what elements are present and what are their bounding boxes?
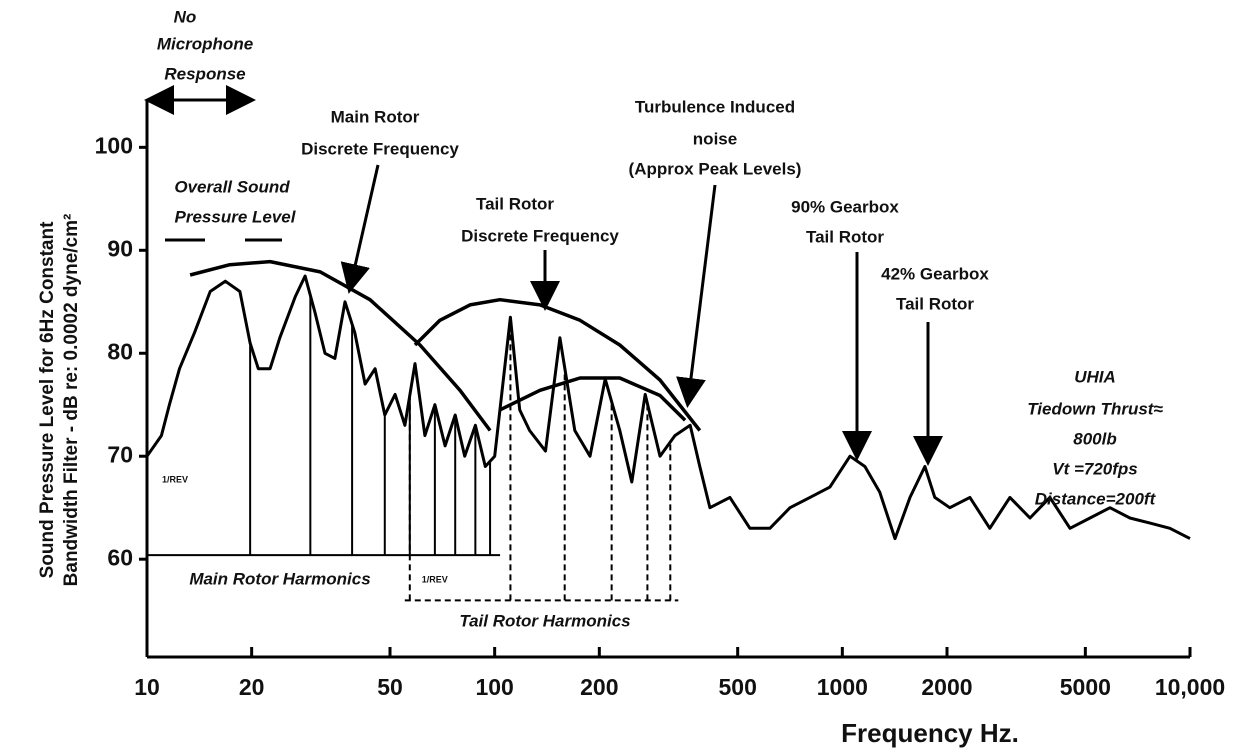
annotation: Tiedown Thrust≈ <box>1027 399 1163 418</box>
x-tick-label: 100 <box>475 674 513 700</box>
arrow <box>340 164 380 294</box>
annotation: (Approx Peak Levels) <box>629 159 802 178</box>
y-tick-label: 70 <box>107 441 133 467</box>
y-tick-label: 90 <box>107 235 133 261</box>
annotation: No <box>174 7 197 26</box>
x-tick-label: 20 <box>239 674 265 700</box>
annotation: Discrete Frequency <box>301 139 459 158</box>
x-tick-label: 200 <box>580 674 618 700</box>
annotation: Vt =720fps <box>1052 459 1138 478</box>
arrows <box>144 85 943 466</box>
envelope-line <box>189 259 492 432</box>
annotation: Tail Rotor <box>476 194 554 213</box>
annotation: UHIA <box>1074 367 1116 386</box>
harmonic-first: 1/REV <box>162 474 188 484</box>
annotation: Main Rotor <box>331 107 420 126</box>
annotation: noise <box>693 129 737 148</box>
annotation: Response <box>164 64 245 83</box>
envelope-line <box>499 376 687 422</box>
y-label-line: Sound Pressure Level for 6Hz Constant <box>37 221 58 579</box>
y-tick-label: 100 <box>95 132 133 158</box>
arrow <box>676 184 717 408</box>
harmonic-label: Tail Rotor Harmonics <box>459 611 630 630</box>
annotation: Discrete Frequency <box>461 226 619 245</box>
x-tick-label: 1000 <box>817 674 868 700</box>
annotation: Overall Sound <box>174 177 290 196</box>
x-tick-label: 2000 <box>921 674 972 700</box>
harmonic-first: 1/REV <box>422 575 448 585</box>
x-tick-label: 50 <box>377 674 403 700</box>
y-tick-label: 80 <box>107 338 133 364</box>
x-tick-label: 10,000 <box>1155 674 1225 700</box>
envelope-line <box>413 297 702 432</box>
annotation: Tail Rotor <box>806 227 884 246</box>
annotation: 42% Gearbox <box>881 264 989 283</box>
annotation: Pressure Level <box>175 207 297 226</box>
annotation: Turbulence Induced <box>635 97 795 116</box>
annotation: Tail Rotor <box>896 294 974 313</box>
spectrum-line <box>145 274 1191 541</box>
annotation: Microphone <box>157 34 253 53</box>
x-tick-label: 10 <box>134 674 160 700</box>
x-tick-label: 5000 <box>1060 674 1111 700</box>
harmonic-label: Main Rotor Harmonics <box>189 569 370 588</box>
annotation: Distance=200ft <box>1035 489 1157 508</box>
y-tick-label: 60 <box>107 544 133 570</box>
y-label-line: Bandwidth Filter - dB re: 0.0002 dyne/cm… <box>61 214 82 587</box>
x-tick-label: 500 <box>718 674 756 700</box>
y-axis-label: Sound Pressure Level for 6Hz Constant Ba… <box>37 214 82 587</box>
annotation: 90% Gearbox <box>791 197 899 216</box>
annotation: 800lb <box>1073 429 1116 448</box>
x-axis-label: Frequency Hz. <box>841 718 1019 748</box>
